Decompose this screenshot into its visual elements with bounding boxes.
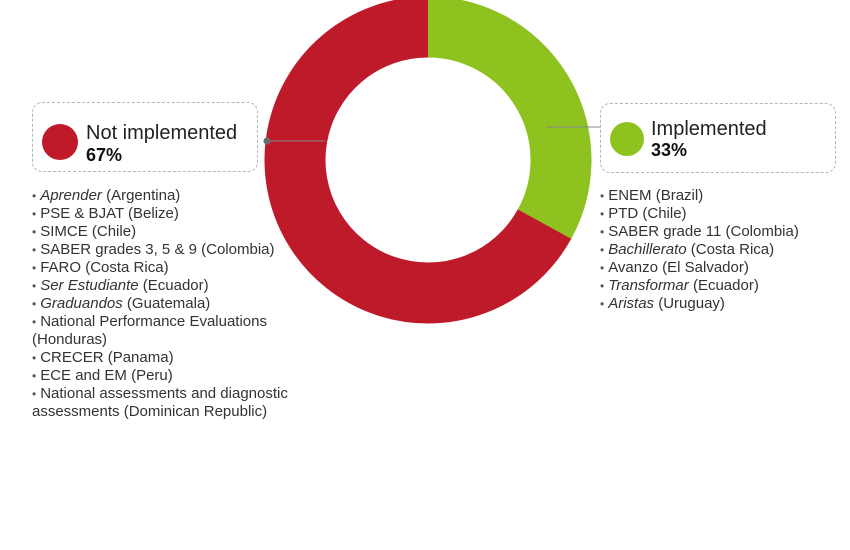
implemented-item-name: Bachillerato [608,241,687,258]
implemented-item-name: SABER grade 11 [608,223,722,240]
bullet-icon: • [32,261,37,275]
bullet-icon: • [32,207,37,221]
not-implemented-item: • SABER grades 3, 5 & 9 (Colombia) [32,241,292,259]
implemented-item: • Avanzo (El Salvador) [600,259,840,277]
implemented-item-country: (Chile) [638,205,687,222]
legend-label-implemented: Implemented [651,118,767,140]
implemented-item: • ENEM (Brazil) [600,187,840,205]
implemented-item: • Bachillerato (Costa Rica) [600,241,840,259]
implemented-item-country: (El Salvador) [657,259,749,276]
bullet-icon: • [32,297,37,311]
not-implemented-item-country: (Chile) [87,223,137,240]
implemented-item-country: (Uruguay) [654,295,725,312]
not-implemented-item: • Ser Estudiante (Ecuador) [32,277,292,295]
bullet-icon: • [32,189,37,203]
not-implemented-item-name: FARO [40,259,82,276]
implemented-item-country: (Ecuador) [688,277,759,294]
not-implemented-item-country: (Belize) [123,205,179,222]
implemented-item-name: Aristas [608,295,655,312]
not-implemented-item-name: SIMCE [40,223,88,240]
implemented-item-country: (Brazil) [651,187,704,204]
not-implemented-item-country: (Colombia) [196,241,275,258]
not-implemented-item: • SIMCE (Chile) [32,223,292,241]
implemented-item: • Aristas (Uruguay) [600,295,840,313]
bullet-icon: • [32,387,37,401]
not-implemented-item-country: (Ecuador) [138,277,209,294]
implemented-item-name: Avanzo [608,259,658,276]
implemented-item-country: (Colombia) [721,223,799,240]
bullet-icon: • [32,243,37,257]
not-implemented-item-name: ECE and EM [40,367,127,384]
not-implemented-item: • National Performance Evaluations (Hondu… [32,313,292,349]
legend-percent-implemented: 33% [651,140,688,160]
legend-swatch-not-implemented [42,124,78,160]
implemented-item-country: (Costa Rica) [686,241,775,258]
legend-box-not-implemented: Not implemented 67% [32,102,258,172]
bullet-icon: • [600,225,605,239]
implemented-item: • PTD (Chile) [600,205,840,223]
not-implemented-item-country: (Guatemala) [122,295,211,312]
not-implemented-item: • CRECER (Panama) [32,349,292,367]
implemented-item: • SABER grade 11 (Colombia) [600,223,840,241]
not-implemented-item-name: Graduandos [40,295,123,312]
connector-dot-not-implemented [263,137,271,145]
bullet-icon: • [600,207,605,221]
not-implemented-item-country: (Argentina) [101,187,181,204]
not-implemented-item: • FARO (Costa Rica) [32,259,292,277]
not-implemented-list: • Aprender (Argentina) • PSE & BJAT (Belize… [32,187,292,421]
not-implemented-item: • Graduandos (Guatemala) [32,295,292,313]
not-implemented-item-name: Aprender [40,187,102,204]
bullet-icon: • [32,279,37,293]
not-implemented-item-name: SABER grades 3, 5 & 9 [40,241,197,258]
bullet-icon: • [600,279,605,293]
not-implemented-item: • ECE and EM (Peru) [32,367,292,385]
bullet-icon: • [32,315,37,329]
bullet-icon: • [600,243,605,257]
not-implemented-item-country: (Honduras) [32,331,108,348]
not-implemented-item-name: CRECER [40,349,104,366]
bullet-icon: • [600,297,605,311]
implemented-item: • Transformar (Ecuador) [600,277,840,295]
legend-swatch-implemented [610,122,644,156]
legend-percent-not-implemented: 67% [86,145,123,165]
not-implemented-item-country: (Costa Rica) [81,259,169,276]
not-implemented-item-country: (Panama) [103,349,174,366]
bullet-icon: • [32,225,37,239]
not-implemented-item-country: (Dominican Republic) [119,403,268,420]
implemented-item-name: ENEM [608,187,652,204]
not-implemented-item-name: National Performance Evaluations [40,313,267,330]
legend-label-not-implemented: Not implemented [86,122,238,144]
bullet-icon: • [600,189,605,203]
not-implemented-item-country: (Peru) [126,367,173,384]
donut-slice-not-implemented [264,0,572,324]
bullet-icon: • [600,261,605,275]
not-implemented-item-name: PSE & BJAT [40,205,124,222]
donut-slice-implemented [427,0,592,239]
implemented-item-name: PTD [608,205,639,222]
not-implemented-item-name: Ser Estudiante [40,277,139,294]
not-implemented-item: • PSE & BJAT (Belize) [32,205,292,223]
not-implemented-item: • Aprender (Argentina) [32,187,292,205]
not-implemented-item: • National assessments and diagnostic ass… [32,385,292,421]
legend-box-implemented: Implemented 33% [600,103,836,173]
bullet-icon: • [32,351,37,365]
bullet-icon: • [32,369,37,383]
not-implemented-item-name: National assessments and diagnostic asse… [32,385,288,420]
implemented-list: • ENEM (Brazil) • PTD (Chile) • SABER grade 1… [600,187,840,313]
implemented-item-name: Transformar [608,277,689,294]
